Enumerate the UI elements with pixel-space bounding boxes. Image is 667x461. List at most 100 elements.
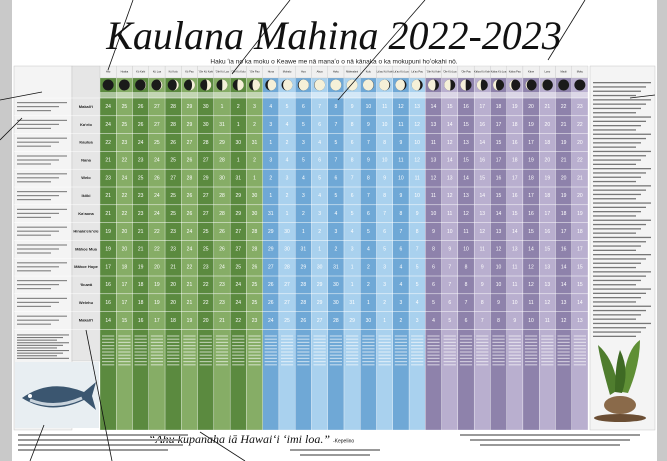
date: 6: [334, 175, 337, 181]
date: 8: [351, 158, 354, 164]
month-note-line: [17, 177, 59, 178]
month-note-line: [17, 191, 67, 192]
date: 17: [512, 175, 518, 181]
date: 29: [235, 211, 241, 217]
date: 12: [414, 158, 420, 164]
description-line: [395, 364, 407, 365]
date: 6: [432, 264, 435, 270]
date: 3: [286, 175, 289, 181]
left-text-line: [17, 340, 57, 341]
date: 19: [187, 318, 193, 324]
date: 7: [383, 211, 386, 217]
moon-shadow: [574, 80, 585, 91]
description-line: [216, 355, 228, 356]
night-name: Mauli: [560, 70, 567, 74]
description-line: [216, 351, 228, 352]
description-line: [183, 348, 195, 349]
column-label-cell: [425, 92, 441, 98]
date: 26: [187, 211, 193, 217]
description-line: [200, 339, 212, 340]
month-note-line: [17, 231, 59, 232]
date: 12: [398, 104, 404, 110]
date: 26: [219, 229, 225, 235]
date: 12: [447, 193, 453, 199]
date: 19: [105, 247, 111, 253]
description-line: [102, 345, 114, 346]
date: 24: [154, 193, 160, 199]
date: 2: [302, 211, 305, 217]
moon-shadow: [103, 80, 114, 91]
date: 26: [268, 300, 274, 306]
right-text-line: [593, 142, 641, 143]
date: 24: [154, 211, 160, 217]
description-line: [216, 348, 228, 349]
description-line: [379, 348, 391, 349]
night-name: Akua: [317, 70, 323, 74]
date: 20: [545, 158, 551, 164]
date: 18: [122, 264, 128, 270]
description-line: [183, 342, 195, 343]
date: 19: [105, 229, 111, 235]
description-line: [574, 364, 586, 365]
date: 13: [414, 104, 420, 110]
description-line: [362, 339, 374, 340]
date: 10: [366, 104, 372, 110]
month-note-line: [17, 199, 51, 200]
right-text-line: [593, 280, 641, 281]
date: 7: [367, 140, 370, 146]
date: 22: [105, 140, 111, 146]
right-text-line: [593, 207, 646, 208]
date: 14: [561, 282, 567, 288]
date: 5: [334, 140, 337, 146]
month-note-line: [17, 217, 51, 218]
right-text-line: [593, 147, 636, 148]
month-note-line: [17, 120, 67, 121]
description-line: [167, 342, 179, 343]
right-text-line: [593, 288, 651, 289]
description-line: [411, 355, 423, 356]
description-line: [297, 342, 309, 343]
description-line: [118, 355, 130, 356]
month-note-line: [17, 288, 51, 289]
description-line: [460, 339, 472, 340]
description-line: [281, 361, 293, 362]
date: 7: [400, 229, 403, 235]
date: 11: [512, 282, 517, 288]
date: 13: [463, 140, 469, 146]
right-text-line: [593, 198, 636, 199]
description-line: [541, 339, 553, 340]
date: 14: [496, 211, 502, 217]
date: 1: [237, 158, 240, 164]
description-line: [102, 358, 114, 359]
date: 2: [237, 104, 240, 110]
date: 13: [431, 158, 437, 164]
month-note-line: [17, 227, 67, 228]
month-note-line: [17, 284, 59, 285]
date: 30: [284, 229, 290, 235]
right-text-line: [593, 164, 636, 165]
date: 30: [235, 140, 241, 146]
date: 21: [545, 104, 551, 110]
date: 23: [252, 318, 258, 324]
date: 21: [187, 282, 193, 288]
date: 15: [496, 140, 502, 146]
date: 6: [465, 318, 468, 324]
date: 28: [170, 122, 176, 128]
month-note-line: [17, 106, 59, 107]
description-line: [557, 364, 569, 365]
date: 7: [448, 264, 451, 270]
description-line: [248, 364, 260, 365]
description-line: [476, 355, 488, 356]
description-line: [362, 364, 374, 365]
date: 15: [577, 264, 583, 270]
date: 20: [577, 140, 583, 146]
date: 19: [138, 264, 144, 270]
date: 28: [219, 158, 225, 164]
right-text-line: [593, 185, 651, 186]
description-line: [167, 348, 179, 349]
month-name: Māhoe Mua: [75, 246, 98, 251]
description-line: [541, 335, 553, 336]
description-line: [102, 355, 114, 356]
description-line: [151, 348, 163, 349]
date: 21: [138, 229, 144, 235]
